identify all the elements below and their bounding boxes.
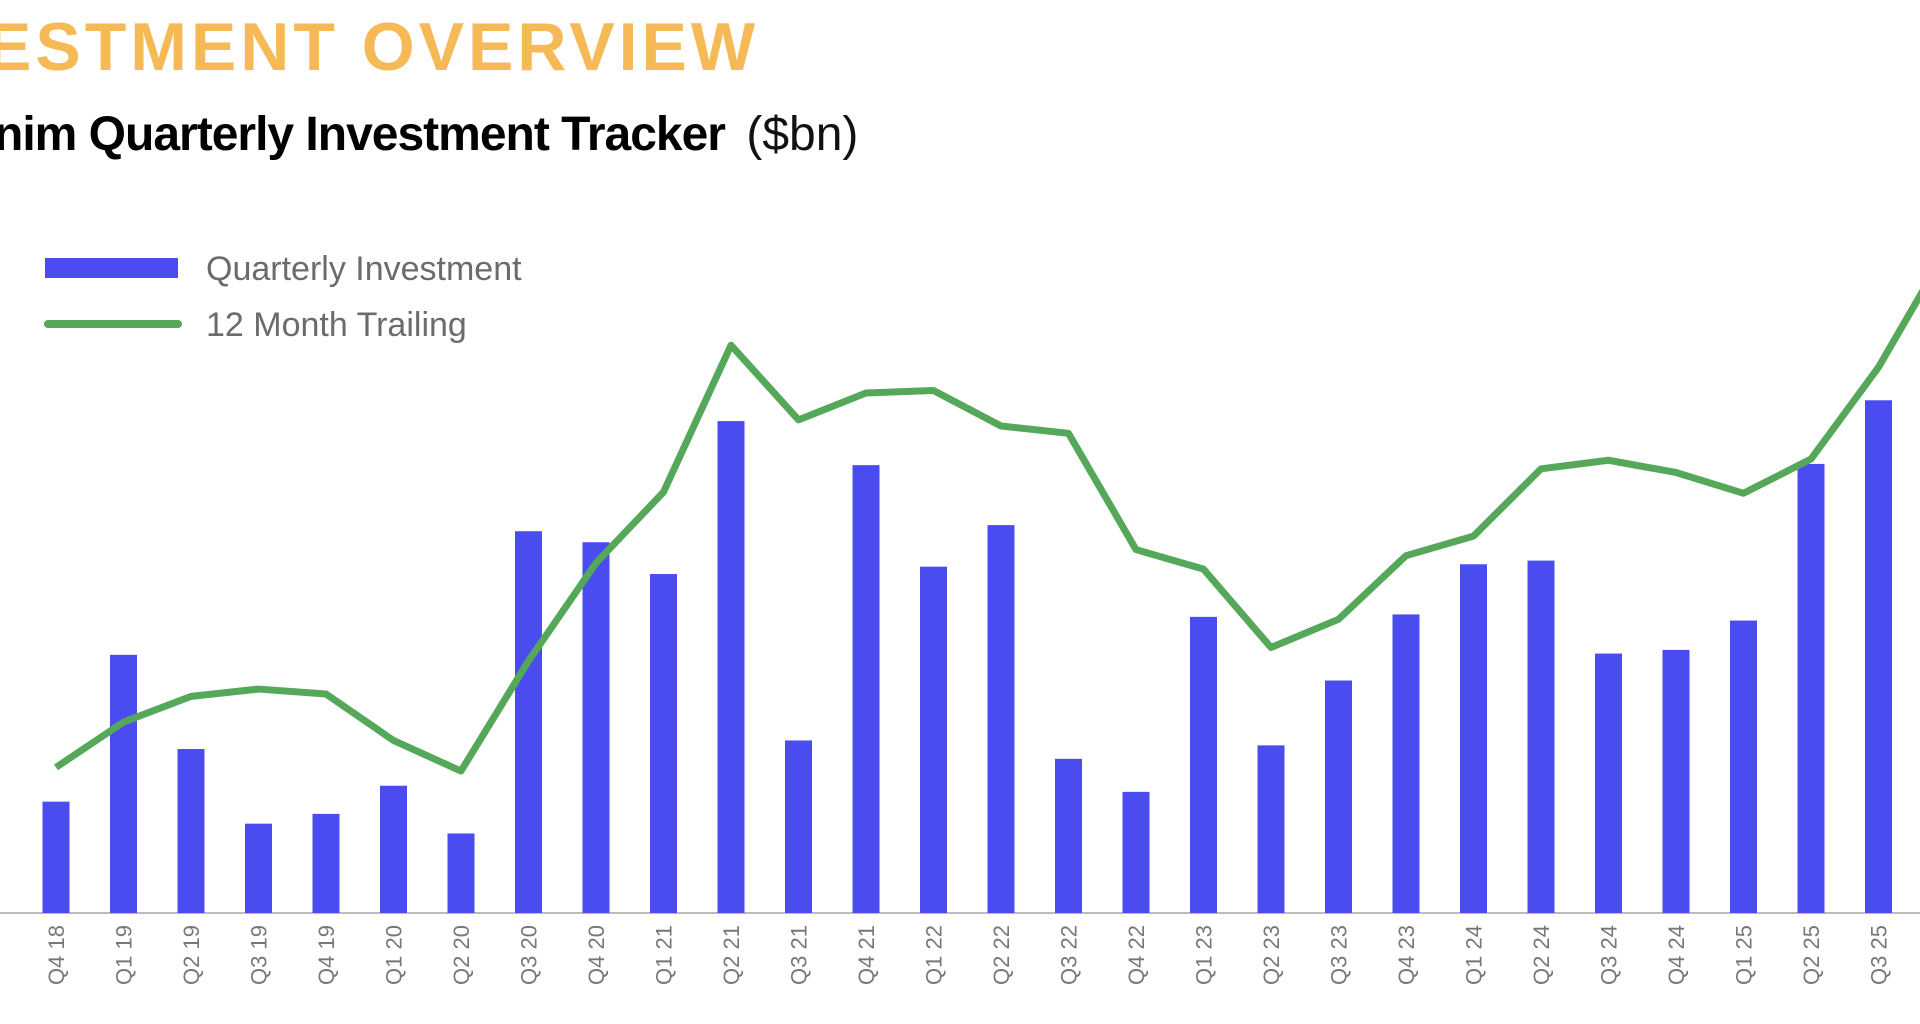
legend-swatch <box>45 258 178 278</box>
x-tick-label: Q1 21 <box>652 925 677 985</box>
x-tick-label: Q3 19 <box>247 925 272 985</box>
x-tick-label: Q1 20 <box>382 925 407 985</box>
bar <box>177 749 205 913</box>
bar <box>1865 400 1892 913</box>
x-tick-label: Q3 20 <box>517 925 542 985</box>
bar <box>312 813 340 913</box>
bar <box>110 654 137 913</box>
legend-label: 12 Month Trailing <box>206 306 467 344</box>
x-tick-label: Q2 21 <box>719 925 744 985</box>
bar <box>1662 649 1690 913</box>
bar <box>1392 614 1420 913</box>
bar <box>1595 653 1622 913</box>
bar <box>1730 620 1757 913</box>
bar <box>920 566 947 913</box>
bar <box>42 801 70 913</box>
bar <box>785 740 812 913</box>
bar <box>245 823 272 913</box>
x-tick-label: Q2 22 <box>989 925 1014 985</box>
x-tick-label: Q3 22 <box>1057 925 1082 985</box>
bar <box>1190 616 1217 913</box>
x-tick-label: Q2 19 <box>179 925 204 985</box>
x-tick-label: Q3 24 <box>1597 925 1622 985</box>
x-tick-label: Q2 25 <box>1799 925 1824 985</box>
subtitle-unit: ($bn) <box>746 108 858 161</box>
bar <box>1055 758 1082 913</box>
bar <box>515 531 542 913</box>
bar <box>1527 560 1555 913</box>
bar <box>717 421 745 913</box>
x-tick-label: Q4 19 <box>314 925 339 985</box>
bar <box>987 525 1015 913</box>
x-tick-label: Q1 24 <box>1462 925 1487 985</box>
x-tick-label: Q3 25 <box>1867 925 1892 985</box>
bar <box>1325 680 1352 913</box>
chart-title: ESTMENT OVERVIEW <box>0 9 759 85</box>
bar <box>1257 745 1285 913</box>
trailing-line <box>54 288 1920 775</box>
x-tick-label: Q2 23 <box>1259 925 1284 985</box>
bar <box>380 785 407 913</box>
x-tick-label: Q4 18 <box>44 925 69 985</box>
x-tick-label: Q4 22 <box>1124 925 1149 985</box>
x-tick-label: Q4 24 <box>1664 925 1689 985</box>
bar <box>582 542 610 913</box>
x-tick-label: Q4 23 <box>1394 925 1419 985</box>
legend-label: Quarterly Investment <box>206 250 522 288</box>
bar <box>1797 463 1825 913</box>
x-tick-label: Q4 20 <box>584 925 609 985</box>
subtitle-main: nim Quarterly Investment Tracker <box>0 108 725 161</box>
x-tick-label: Q1 22 <box>922 925 947 985</box>
x-tick-label: Q1 23 <box>1192 925 1217 985</box>
x-tick-label: Q1 25 <box>1732 925 1757 985</box>
x-tick-label: Q3 21 <box>787 925 812 985</box>
bar <box>447 833 475 913</box>
chart-subtitle: nim Quarterly Investment Tracker ($bn) <box>0 108 858 161</box>
x-tick-label: Q4 21 <box>854 925 879 985</box>
bar <box>650 574 677 913</box>
bar <box>1122 791 1150 913</box>
x-tick-label: Q2 20 <box>449 925 474 985</box>
x-tick-label: Q1 19 <box>112 925 137 985</box>
x-tick-label: Q3 23 <box>1327 925 1352 985</box>
bar <box>1460 564 1487 913</box>
bar <box>852 465 880 913</box>
x-tick-label: Q2 24 <box>1529 925 1554 985</box>
